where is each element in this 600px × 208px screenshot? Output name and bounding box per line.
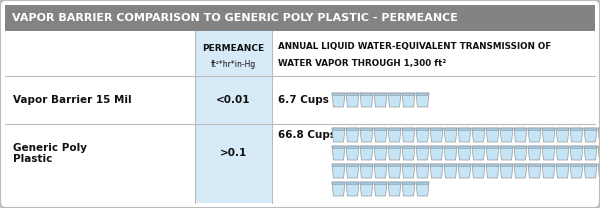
- Polygon shape: [570, 128, 583, 142]
- Polygon shape: [570, 146, 583, 149]
- Text: VAPOR BARRIER COMPARISON TO GENERIC POLY PLASTIC - PERMEANCE: VAPOR BARRIER COMPARISON TO GENERIC POLY…: [12, 13, 458, 23]
- Polygon shape: [570, 128, 583, 131]
- Polygon shape: [528, 164, 541, 178]
- Polygon shape: [360, 93, 373, 107]
- Polygon shape: [402, 128, 415, 131]
- Polygon shape: [430, 164, 443, 167]
- Polygon shape: [542, 164, 555, 167]
- Polygon shape: [332, 182, 345, 184]
- Polygon shape: [514, 128, 527, 142]
- Polygon shape: [416, 182, 429, 196]
- Polygon shape: [598, 146, 600, 149]
- Polygon shape: [444, 128, 457, 142]
- Polygon shape: [514, 146, 527, 160]
- Polygon shape: [458, 128, 471, 131]
- Polygon shape: [360, 93, 373, 95]
- Polygon shape: [514, 164, 527, 167]
- Polygon shape: [374, 93, 387, 95]
- Polygon shape: [360, 128, 373, 142]
- Polygon shape: [360, 164, 373, 178]
- Polygon shape: [360, 182, 373, 184]
- Polygon shape: [346, 128, 359, 131]
- Polygon shape: [402, 146, 415, 160]
- Polygon shape: [542, 128, 555, 142]
- Polygon shape: [598, 164, 600, 167]
- Polygon shape: [556, 128, 569, 142]
- Polygon shape: [584, 164, 597, 178]
- Polygon shape: [360, 146, 373, 160]
- Polygon shape: [500, 146, 513, 149]
- Polygon shape: [458, 128, 471, 142]
- Polygon shape: [486, 146, 499, 160]
- Polygon shape: [332, 93, 345, 107]
- Polygon shape: [598, 128, 600, 142]
- Polygon shape: [402, 93, 415, 95]
- Polygon shape: [374, 93, 387, 107]
- Polygon shape: [458, 164, 471, 167]
- Polygon shape: [458, 164, 471, 178]
- Polygon shape: [500, 128, 513, 131]
- Polygon shape: [374, 128, 387, 131]
- Text: 6.7 Cups: 6.7 Cups: [278, 95, 329, 105]
- Polygon shape: [402, 128, 415, 142]
- Text: ft²*hr*in-Hg: ft²*hr*in-Hg: [211, 60, 256, 69]
- Polygon shape: [472, 164, 485, 178]
- Polygon shape: [416, 93, 429, 95]
- Polygon shape: [598, 164, 600, 178]
- Polygon shape: [500, 164, 513, 167]
- Polygon shape: [430, 164, 443, 178]
- Polygon shape: [416, 146, 429, 160]
- Polygon shape: [500, 164, 513, 178]
- Polygon shape: [332, 128, 345, 142]
- Text: PERMEANCE: PERMEANCE: [202, 44, 265, 53]
- Polygon shape: [444, 164, 457, 178]
- Polygon shape: [542, 146, 555, 149]
- Polygon shape: [416, 182, 429, 184]
- Polygon shape: [444, 146, 457, 149]
- Polygon shape: [416, 146, 429, 149]
- Polygon shape: [346, 93, 359, 107]
- Polygon shape: [486, 128, 499, 131]
- Polygon shape: [444, 164, 457, 167]
- Polygon shape: [360, 182, 373, 196]
- Polygon shape: [346, 128, 359, 142]
- Polygon shape: [486, 128, 499, 142]
- Polygon shape: [402, 182, 415, 184]
- Polygon shape: [472, 164, 485, 167]
- Polygon shape: [500, 128, 513, 142]
- Polygon shape: [374, 182, 387, 184]
- Polygon shape: [374, 164, 387, 178]
- Polygon shape: [430, 128, 443, 142]
- Polygon shape: [598, 146, 600, 160]
- Polygon shape: [416, 128, 429, 142]
- Polygon shape: [570, 146, 583, 160]
- Polygon shape: [374, 146, 387, 160]
- Polygon shape: [360, 164, 373, 167]
- Polygon shape: [402, 164, 415, 167]
- Polygon shape: [528, 164, 541, 167]
- Polygon shape: [374, 182, 387, 196]
- Polygon shape: [374, 164, 387, 167]
- Polygon shape: [472, 128, 485, 131]
- Polygon shape: [416, 128, 429, 131]
- Polygon shape: [374, 146, 387, 149]
- Bar: [5, 5, 595, 31]
- Polygon shape: [346, 146, 359, 160]
- Polygon shape: [388, 146, 401, 160]
- Polygon shape: [332, 164, 345, 178]
- Polygon shape: [486, 164, 499, 178]
- Polygon shape: [584, 128, 597, 131]
- Polygon shape: [388, 128, 401, 131]
- Polygon shape: [402, 182, 415, 196]
- Polygon shape: [528, 128, 541, 131]
- Polygon shape: [388, 93, 401, 107]
- Polygon shape: [584, 146, 597, 149]
- Text: WATER VAPOR THROUGH 1,300 ft²: WATER VAPOR THROUGH 1,300 ft²: [278, 59, 446, 68]
- Polygon shape: [528, 146, 541, 149]
- Text: >0.1: >0.1: [220, 149, 247, 158]
- Polygon shape: [486, 146, 499, 149]
- Polygon shape: [542, 164, 555, 178]
- Polygon shape: [332, 164, 345, 167]
- Polygon shape: [332, 93, 345, 95]
